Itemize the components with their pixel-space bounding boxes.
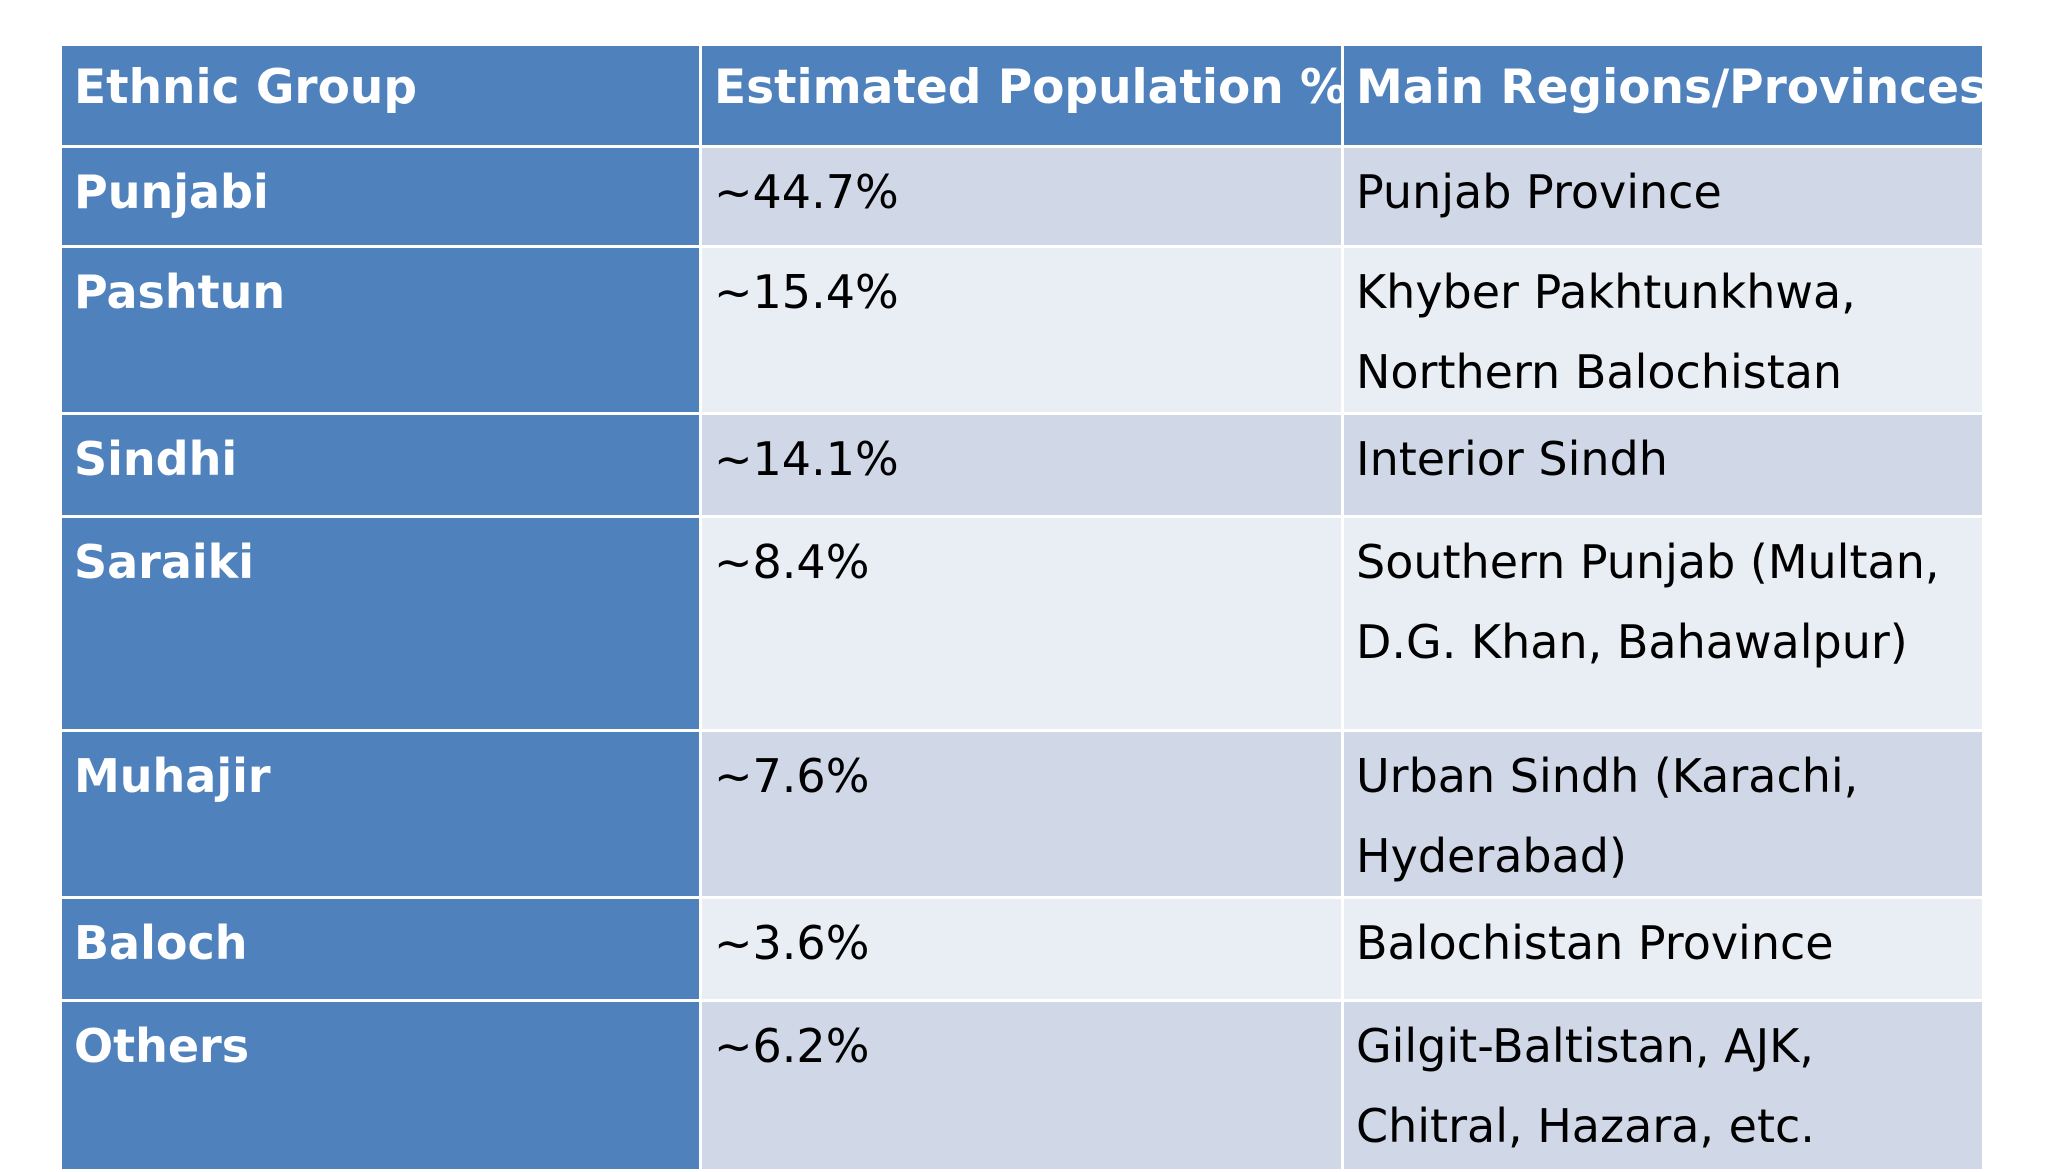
table-row: Saraiki ~8.4% Southern Punjab (Multan, D.G… [59,515,1985,732]
group-cell: Others [59,999,702,1172]
population-cell: ~15.4% [699,245,1344,415]
table-row: Sindhi ~14.1% Interior Sindh [59,412,1985,518]
table-row: Muhajir ~7.6% Urban Sindh (Karachi, Hydera… [59,729,1985,899]
header-cell: Ethnic Group [59,43,702,148]
group-cell: Saraiki [59,515,702,732]
region-cell: Punjab Province [1341,145,1985,248]
population-cell: ~3.6% [699,896,1344,1002]
table-row: Baloch ~3.6% Balochistan Province [59,896,1985,1002]
header-cell: Main Regions/Provinces [1341,43,1985,148]
region-cell: Gilgit-Baltistan, AJK, Chitral, Hazara, … [1341,999,1985,1172]
region-cell: Southern Punjab (Multan, D.G. Khan, Baha… [1341,515,1985,732]
table-row: Punjabi ~44.7% Punjab Province [59,145,1985,248]
table-body: Punjabi ~44.7% Punjab Province Pashtun ~15.4… [59,145,1985,1172]
region-cell: Urban Sindh (Karachi, Hyderabad) [1341,729,1985,899]
region-cell: Balochistan Province [1341,896,1985,1002]
group-cell: Pashtun [59,245,702,415]
ethnic-table: Ethnic Group Estimated Population % Main R… [59,43,1985,1172]
table-row: Pashtun ~15.4% Khyber Pakhtunkhwa, Norther… [59,245,1985,415]
population-cell: ~6.2% [699,999,1344,1172]
group-cell: Punjabi [59,145,702,248]
region-cell: Interior Sindh [1341,412,1985,518]
population-cell: ~44.7% [699,145,1344,248]
population-cell: ~8.4% [699,515,1344,732]
header-row: Ethnic Group Estimated Population % Main R… [59,43,1985,148]
group-cell: Sindhi [59,412,702,518]
population-cell: ~14.1% [699,412,1344,518]
table-row: Others ~6.2% Gilgit-Baltistan, AJK, Chitra… [59,999,1985,1172]
group-cell: Baloch [59,896,702,1002]
header-cell: Estimated Population % [699,43,1344,148]
region-cell: Khyber Pakhtunkhwa, Northern Balochistan [1341,245,1985,415]
group-cell: Muhajir [59,729,702,899]
population-cell: ~7.6% [699,729,1344,899]
